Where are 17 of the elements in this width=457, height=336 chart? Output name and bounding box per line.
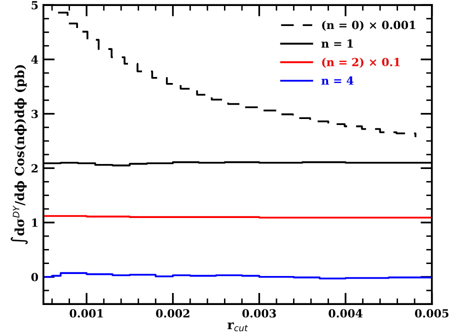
x-tick-label: 0.001 xyxy=(70,309,103,318)
legend-label: n = 1 xyxy=(321,39,353,48)
y-tick-label: 0 xyxy=(31,272,38,282)
legend-label: (n = 0) × 0.001 xyxy=(322,20,416,31)
y-tick-label: 1 xyxy=(32,218,38,227)
y-tick-label: 2 xyxy=(32,164,38,172)
x-tick-label: 0.004 xyxy=(328,309,362,318)
x-tick-label: 0.005 xyxy=(414,309,448,318)
y-tick-label: 5 xyxy=(32,1,38,10)
y-tick-label: 3 xyxy=(32,110,38,118)
y-axis-title: ∫dσ$^{DY}$/dϕ Cos(nϕ)dϕ (pb) xyxy=(10,65,28,244)
legend-label: n = 4 xyxy=(321,76,354,85)
x-axis-title: r$_{cut}$ xyxy=(228,322,248,332)
x-tick-label: 0.002 xyxy=(156,309,190,318)
x-tick-label: 0.003 xyxy=(242,309,276,318)
y-tick-label: 4 xyxy=(31,55,38,64)
legend-label: (n = 2) × 0.1 xyxy=(322,58,400,68)
